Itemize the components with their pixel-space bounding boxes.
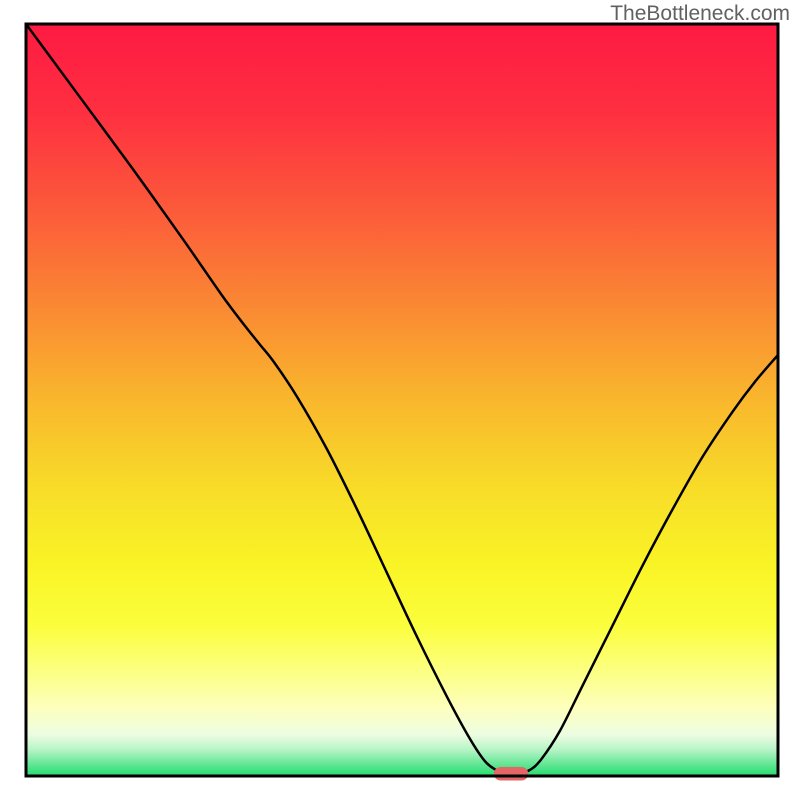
bottleneck-chart — [0, 0, 800, 800]
chart-container: TheBottleneck.com — [0, 0, 800, 800]
plot-background — [26, 24, 778, 776]
optimal-marker — [494, 767, 529, 781]
watermark-text: TheBottleneck.com — [610, 2, 790, 26]
